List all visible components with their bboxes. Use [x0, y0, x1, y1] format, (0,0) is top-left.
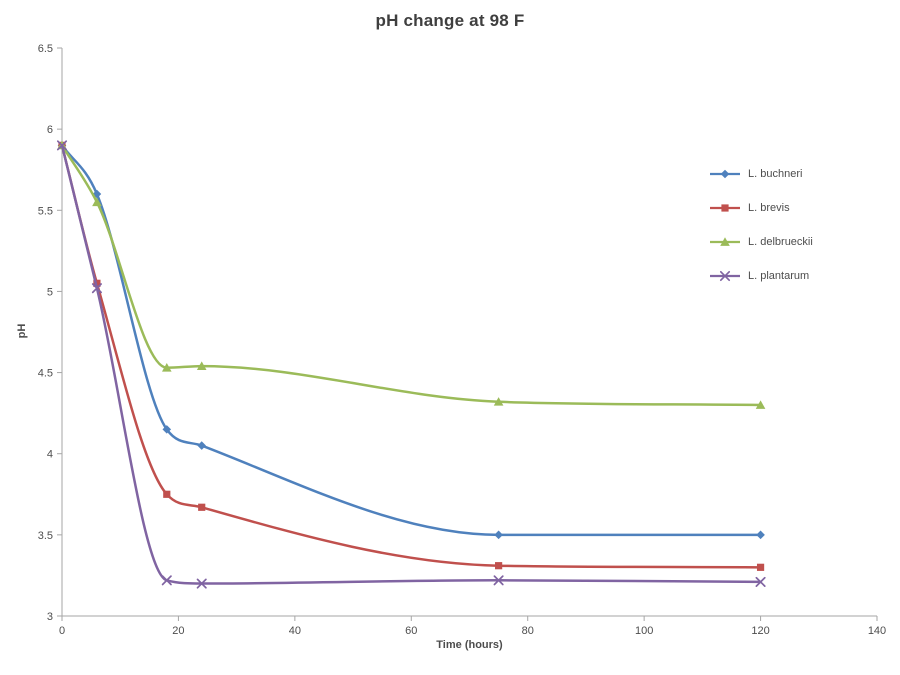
series-marker-triangle: [196, 361, 207, 370]
series-marker-square: [163, 490, 171, 498]
legend-item-2: L. delbrueckii: [709, 236, 813, 248]
series-marker-x: [755, 576, 766, 587]
legend-item-3: L. plantarum: [709, 270, 813, 282]
series-marker-x: [56, 140, 68, 151]
series-marker-diamond: [756, 530, 765, 540]
y-axis-title: pH: [16, 323, 28, 339]
y-tick-label: 5: [47, 286, 53, 298]
y-tick-label: 6.5: [38, 43, 53, 55]
y-tick-label: 3: [47, 611, 53, 623]
series-marker-diamond: [720, 169, 730, 179]
series-marker-square: [756, 563, 765, 571]
series-marker-triangle: [755, 400, 766, 409]
legend-label: L. delbrueckii: [748, 236, 813, 248]
x-tick-label: 40: [289, 625, 301, 637]
series-marker-x: [91, 283, 102, 294]
x-tick-label: 100: [635, 625, 653, 637]
legend-triangle-marker-icon: [710, 237, 740, 246]
series-marker-square: [198, 503, 206, 511]
series-marker-triangle: [161, 363, 172, 372]
x-tick-label: 120: [751, 625, 769, 637]
series-marker-square: [495, 562, 503, 570]
legend-item-0: L. buchneri: [709, 168, 813, 180]
y-tick-label: 3.5: [38, 530, 53, 542]
legend-item-1: L. brevis: [709, 202, 813, 214]
series-marker-diamond: [494, 530, 503, 540]
series-marker-x: [493, 575, 504, 586]
series-line-1: [60, 144, 762, 569]
legend-label: L. plantarum: [748, 270, 810, 282]
x-tick-label: 60: [405, 625, 417, 637]
legend-square-marker-icon: [710, 204, 740, 212]
y-tick-label: 6: [47, 124, 53, 136]
series-marker-square: [721, 204, 729, 212]
legend-label: L. buchneri: [748, 168, 803, 180]
chart-title: pH change at 98 F: [375, 11, 525, 30]
y-tick-label: 4.5: [38, 368, 53, 380]
x-tick-label: 80: [522, 625, 534, 637]
y-tick-label: 5.5: [38, 205, 53, 217]
series-marker-triangle: [720, 237, 730, 246]
x-tick-label: 20: [172, 625, 184, 637]
series-marker-triangle: [493, 397, 504, 406]
x-tick-label: 0: [59, 625, 65, 637]
legend-diamond-marker-icon: [710, 169, 740, 179]
series-marker-x: [719, 270, 731, 282]
series-marker-x: [161, 575, 172, 586]
series-marker-diamond: [92, 189, 102, 199]
series-marker-diamond: [162, 425, 172, 434]
legend: L. buchneri L. brevis L. delbrueckii L. pla…: [709, 168, 813, 282]
x-axis-title: Time (hours): [436, 639, 503, 651]
legend-x-marker-icon: [710, 270, 740, 282]
series-marker-triangle: [92, 197, 102, 207]
legend-label: L. brevis: [748, 202, 790, 214]
y-tick-label: 4: [47, 449, 53, 461]
series-line-0: [60, 144, 762, 537]
series-marker-x: [196, 578, 207, 589]
x-tick-label: 140: [868, 625, 886, 637]
series-marker-diamond: [197, 441, 207, 450]
